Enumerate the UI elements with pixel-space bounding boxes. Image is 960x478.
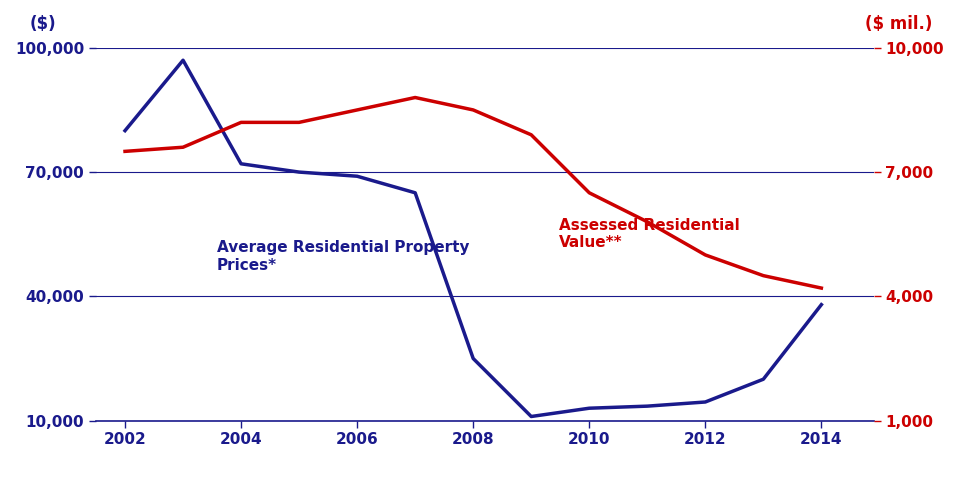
Text: Average Residential Property
Prices*: Average Residential Property Prices* (217, 240, 469, 273)
Text: ($): ($) (30, 15, 57, 33)
Text: ($ mil.): ($ mil.) (865, 15, 932, 33)
Text: Assessed Residential
Value**: Assessed Residential Value** (559, 218, 739, 250)
